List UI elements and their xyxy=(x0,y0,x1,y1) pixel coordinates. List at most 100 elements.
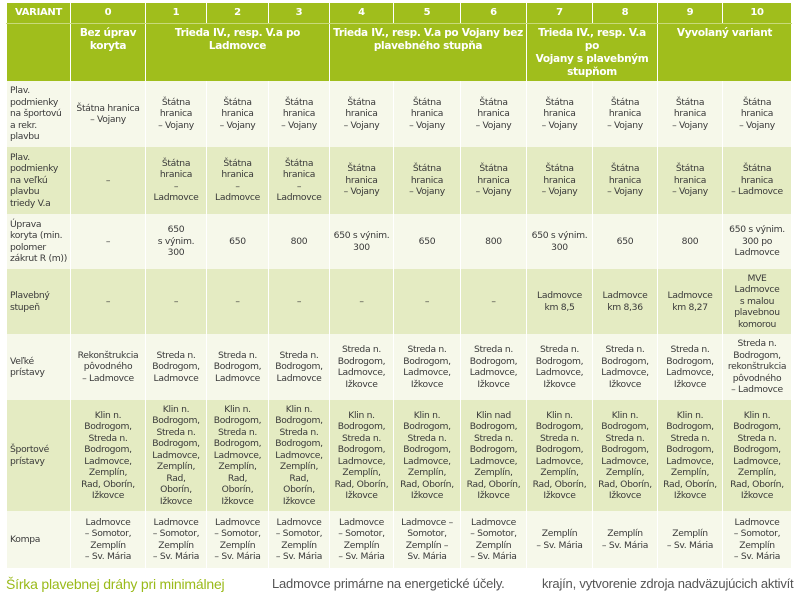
row-label: Športové prístavy xyxy=(6,400,71,511)
table-cell: Štátna hranica – Vojany xyxy=(657,81,723,147)
table-cell: Ladmovce – Somotor, Zemplín – Sv. Mária xyxy=(206,511,269,568)
row-label: Kompa xyxy=(6,511,71,568)
variants-table: VARIANT 0 1 2 3 4 5 6 7 8 9 10 Bez úprav… xyxy=(6,3,792,568)
table-cell: Štátna hranica – Vojany xyxy=(460,147,527,214)
table-cell: Štátna hranica – Vojany xyxy=(657,147,723,214)
table-cell: Štátna hranica – Vojany xyxy=(393,147,461,214)
variant-1: 1 xyxy=(145,3,207,24)
empty-header-cell xyxy=(6,23,71,81)
table-cell: 650 s výnim. 300 xyxy=(329,214,394,269)
body-text-column-3: krajín, vytvorenie zdroja nadväzujúcich … xyxy=(542,576,794,591)
table-cell: 800 xyxy=(657,214,723,269)
body-text-column-2: Ladmovce primárne na energetické účely. xyxy=(272,576,505,591)
table-cell: Ladmovce – Somotor, Zemplín – Sv. Mária xyxy=(70,511,146,568)
table-cell: Ladmovce – Somotor, Zemplín – Sv. Mária xyxy=(268,511,330,568)
table-cell: – xyxy=(70,214,146,269)
row-label: Plavebný stupeň xyxy=(6,269,71,334)
table-row: Kompa Ladmovce – Somotor, Zemplín – Sv. M… xyxy=(6,511,792,568)
variant-4: 4 xyxy=(329,3,394,24)
table-cell: 800 xyxy=(460,214,527,269)
table-cell: Streda n. Bodrogom, Ladmovce, Ižkovce xyxy=(592,334,658,400)
table-cell: – xyxy=(145,269,207,334)
table-cell: – xyxy=(393,269,461,334)
table-cell: Streda n. Bodrogom, Ladmovce, Ižkovce xyxy=(526,334,593,400)
table-cell: Štátna hranica – Vojany xyxy=(329,147,394,214)
table-cell: Štátna hranica – Vojany xyxy=(70,81,146,147)
table-cell: Štátna hranica – Ladmovce xyxy=(145,147,207,214)
table-cell: Klin n. Bodrogom, Streda n. Bodrogom, La… xyxy=(592,400,658,511)
table-cell: Ladmovce – Somotor, Zemplín – Sv. Mária xyxy=(722,511,792,568)
table-cell: 800 xyxy=(268,214,330,269)
table-cell: Streda n. Bodrogom, Ladmovce, Ižkovce xyxy=(657,334,723,400)
row-label: Plav. podmienky na športovú a rekr. plav… xyxy=(6,81,71,147)
table-cell: Ladmovce – Somotor, Zemplín – Sv. Mária xyxy=(393,511,461,568)
variant-group-row: Bez úprav koryta Trieda IV., resp. V.a p… xyxy=(6,23,792,81)
table-cell: – xyxy=(460,269,527,334)
table-cell: Zemplín – Sv. Mária xyxy=(592,511,658,568)
table-cell: – xyxy=(70,147,146,214)
variant-3: 3 xyxy=(268,3,330,24)
table-cell: Klin n. Bodrogom, Streda n. Bodrogom, La… xyxy=(393,400,461,511)
table-cell: Klin nad Bodrogom, Streda n. Bodrogom, L… xyxy=(460,400,527,511)
table-cell: Streda n. Bodrogom, Ladmovce xyxy=(206,334,269,400)
table-cell: Ladmovce km 8,27 xyxy=(657,269,723,334)
variant-7: 7 xyxy=(526,3,593,24)
table-cell: 650 s výnim. 300 xyxy=(526,214,593,269)
table-cell: 650 s výnim. 300 xyxy=(145,214,207,269)
table-cell: Klin n. Bodrogom, Streda n. Bodrogom, La… xyxy=(145,400,207,511)
table-row: Plav. podmienky na veľkú plavbu triedy V… xyxy=(6,147,792,214)
table-cell: Streda n. Bodrogom, Ladmovce, Ižkovce xyxy=(329,334,394,400)
table-cell: Klin n. Bodrogom, Streda n. Bodrogom, La… xyxy=(70,400,146,511)
table-cell: Ladmovce – Somotor, Zemplín – Sv. Mária xyxy=(329,511,394,568)
table-cell: Klin n. Bodrogom, Streda n. Bodrogom, La… xyxy=(206,400,269,511)
group-header: Trieda IV., resp. V.a po Ladmovce xyxy=(145,23,330,81)
table-row: Plav. podmienky na športovú a rekr. plav… xyxy=(6,81,792,147)
table-cell: Zemplín – Sv. Mária xyxy=(526,511,593,568)
row-label: Úprava koryta (min. polomer zákrut R (m)… xyxy=(6,214,71,269)
table-cell: 650 xyxy=(592,214,658,269)
table-cell: MVE Ladmovce s malou plavebnou komorou xyxy=(722,269,792,334)
row-label: Veľké prístavy xyxy=(6,334,71,400)
table-cell: Štátna hranica – Vojany xyxy=(592,81,658,147)
variant-8: 8 xyxy=(592,3,658,24)
table-cell: Štátna hranica – Ladmovce xyxy=(268,147,330,214)
table-cell: Klin n. Bodrogom, Streda n. Bodrogom, La… xyxy=(657,400,723,511)
table-cell: Štátna hranica – Vojany xyxy=(206,81,269,147)
section-heading: Šírka plavebnej dráhy pri minimálnej xyxy=(6,576,225,592)
group-header: Vyvolaný variant xyxy=(657,23,792,81)
table-row: Veľké prístavy Rekonštrukcia pôvodného – … xyxy=(6,334,792,400)
table-cell: Streda n. Bodrogom, Ladmovce xyxy=(145,334,207,400)
table-cell: – xyxy=(206,269,269,334)
table-cell: Štátna hranica – Vojany xyxy=(393,81,461,147)
table-cell: Štátna hranica – Vojany xyxy=(722,81,792,147)
table-cell: Streda n. Bodrogom, Ladmovce xyxy=(268,334,330,400)
variant-5: 5 xyxy=(393,3,461,24)
table-row: Úprava koryta (min. polomer zákrut R (m)… xyxy=(6,214,792,269)
table-cell: Rekonštrukcia pôvodného – Ladmovce xyxy=(70,334,146,400)
variant-2: 2 xyxy=(206,3,269,24)
table-cell: Štátna hranica – Ladmovce xyxy=(722,147,792,214)
table-cell: – xyxy=(329,269,394,334)
variant-number-row: VARIANT 0 1 2 3 4 5 6 7 8 9 10 xyxy=(6,3,792,24)
group-header: Trieda IV., resp. V.a po Vojany bez plav… xyxy=(329,23,527,81)
group-header: Bez úprav koryta xyxy=(70,23,146,81)
table-cell: Streda n. Bodrogom, rekonštrukcia pôvodn… xyxy=(722,334,792,400)
table-cell: Štátna hranica – Vojany xyxy=(460,81,527,147)
table-cell: Klin n. Bodrogom, Streda n. Bodrogom, La… xyxy=(722,400,792,511)
table-cell: Štátna hranica – Vojany xyxy=(329,81,394,147)
table-cell: Klin n. Bodrogom, Streda n. Bodrogom, La… xyxy=(268,400,330,511)
table-row: Športové prístavy Klin n. Bodrogom, Stred… xyxy=(6,400,792,511)
table-cell: Streda n. Bodrogom, Ladmovce, Ižkovce xyxy=(393,334,461,400)
table-cell: Klin n. Bodrogom, Streda n. Bodrogom, La… xyxy=(526,400,593,511)
table-cell: 650 s výnim. 300 po Ladmovce xyxy=(722,214,792,269)
variant-10: 10 xyxy=(722,3,792,24)
table-cell: 650 xyxy=(206,214,269,269)
table-cell: Streda n. Bodrogom, Ladmovce, Ižkovce xyxy=(460,334,527,400)
table-cell: Ladmovce km 8,36 xyxy=(592,269,658,334)
group-header: Trieda IV., resp. V.a po Vojany s plaveb… xyxy=(526,23,658,81)
table-cell: Štátna hranica – Vojany xyxy=(526,81,593,147)
variant-label: VARIANT xyxy=(6,3,71,24)
table-cell: Ladmovce – Somotor, Zemplín – Sv. Mária xyxy=(460,511,527,568)
table-cell: Štátna hranica – Vojany xyxy=(526,147,593,214)
variant-6: 6 xyxy=(460,3,527,24)
